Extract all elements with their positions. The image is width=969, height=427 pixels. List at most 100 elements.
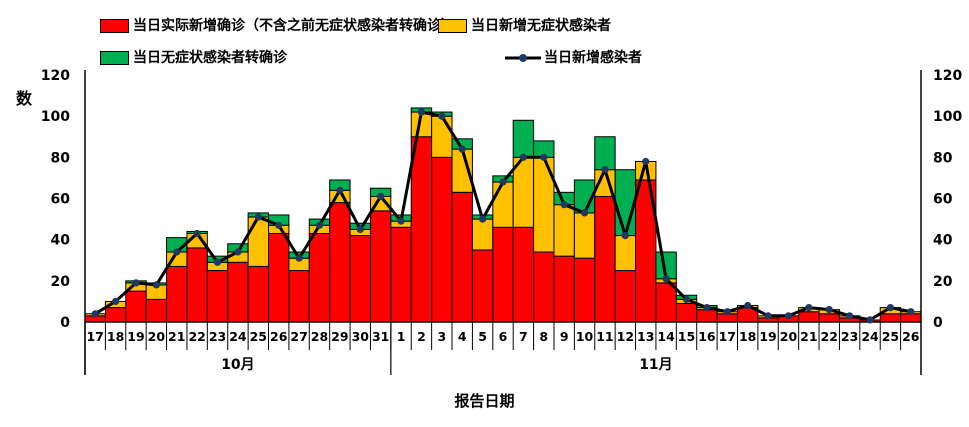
legend-label-converted: 当日无症状感染者转确诊 xyxy=(133,50,287,66)
bar-segment xyxy=(818,313,840,323)
bar-segment xyxy=(573,257,596,323)
bar-segment xyxy=(329,202,351,323)
date-label: 26 xyxy=(270,329,288,344)
bar-segment xyxy=(206,270,229,323)
x-axis-title: 报告日期 xyxy=(454,392,515,410)
data-point xyxy=(438,112,446,120)
date-label: 31 xyxy=(372,329,389,344)
data-point xyxy=(560,201,568,209)
month-label: 11月 xyxy=(639,357,672,373)
date-label: 16 xyxy=(698,329,716,344)
bar-segment xyxy=(349,235,371,323)
legend-label-new-infections: 当日新增感染者 xyxy=(544,50,642,66)
date-label: 27 xyxy=(290,329,307,344)
bar-segment xyxy=(798,311,820,323)
y-tick-right: 0 xyxy=(933,315,943,331)
bar-segment xyxy=(696,309,718,323)
date-label: 21 xyxy=(168,329,185,344)
data-point xyxy=(132,279,140,287)
date-label: 23 xyxy=(209,329,226,344)
bar-segment xyxy=(512,226,535,323)
data-point xyxy=(152,281,160,289)
bar-segment xyxy=(492,181,514,228)
bar-segment xyxy=(125,290,147,323)
data-point xyxy=(193,229,201,238)
data-point xyxy=(642,157,650,166)
bar-segment xyxy=(492,226,514,323)
data-point xyxy=(417,108,425,116)
line-series-group xyxy=(91,108,915,324)
legend-dot xyxy=(519,53,527,62)
data-point xyxy=(479,215,487,223)
data-point xyxy=(213,258,222,266)
data-point xyxy=(540,153,548,161)
y-tick-right: 100 xyxy=(933,109,962,125)
y-tick-left: 80 xyxy=(51,150,71,166)
bar-segment xyxy=(553,204,575,257)
data-point xyxy=(907,308,915,316)
date-label: 23 xyxy=(841,329,858,344)
bar-segment xyxy=(268,232,290,323)
bar-segment xyxy=(471,249,494,323)
date-label: 10 xyxy=(576,329,594,344)
date-label: 24 xyxy=(229,329,247,344)
bar-segment xyxy=(410,136,433,323)
data-point xyxy=(91,310,99,318)
y-tick-left: 20 xyxy=(51,274,71,290)
bar-segment xyxy=(104,307,127,323)
data-point xyxy=(662,275,670,283)
date-label: 7 xyxy=(519,329,528,344)
bar-segment xyxy=(553,255,575,323)
data-point xyxy=(682,295,691,303)
date-label: 17 xyxy=(719,329,736,344)
data-point xyxy=(621,232,629,240)
data-point xyxy=(458,145,466,153)
data-point xyxy=(825,306,833,314)
bar-segment xyxy=(512,119,535,158)
data-point xyxy=(275,221,283,229)
y-tick-left: 120 xyxy=(41,68,70,84)
data-point xyxy=(315,221,324,229)
bar-segment xyxy=(431,156,453,323)
bars-group xyxy=(84,107,922,323)
data-point xyxy=(764,312,772,320)
date-label: 9 xyxy=(560,329,569,344)
date-label: 22 xyxy=(821,329,838,344)
date-label: 20 xyxy=(780,329,798,344)
bar-segment xyxy=(675,302,698,323)
date-label: 24 xyxy=(861,329,879,344)
bar-segment xyxy=(655,282,677,323)
date-label: 6 xyxy=(499,329,508,344)
y-tick-left: 40 xyxy=(51,233,71,249)
y-tick-right: 60 xyxy=(933,192,953,208)
legend-item-asymptomatic: 当日新增无症状感染者 xyxy=(438,18,611,34)
date-label: 15 xyxy=(678,329,695,344)
y-tick-left: 60 xyxy=(51,192,71,208)
data-point xyxy=(519,153,528,161)
bar-segment xyxy=(145,298,168,323)
data-point xyxy=(805,304,813,312)
data-point xyxy=(581,209,589,217)
date-label: 3 xyxy=(437,329,446,344)
data-point xyxy=(499,178,507,186)
bar-segment xyxy=(390,226,412,323)
date-label: 17 xyxy=(86,329,103,344)
data-point xyxy=(744,301,752,310)
bar-segment xyxy=(614,235,637,272)
data-point xyxy=(254,213,262,221)
bar-segment xyxy=(247,265,270,323)
converted-swatch xyxy=(100,51,129,65)
bar-segment xyxy=(614,270,637,323)
date-label: 21 xyxy=(800,329,817,344)
bar-segment xyxy=(288,270,310,323)
legend-item-confirmed: 当日实际新增确诊（不含之前无症状感染者转确诊） xyxy=(100,18,455,34)
date-label: 25 xyxy=(882,329,899,344)
bar-segment xyxy=(369,210,392,323)
date-label: 11 xyxy=(596,329,613,344)
date-label: 13 xyxy=(637,329,654,344)
date-label: 20 xyxy=(148,329,166,344)
data-point xyxy=(866,316,874,324)
